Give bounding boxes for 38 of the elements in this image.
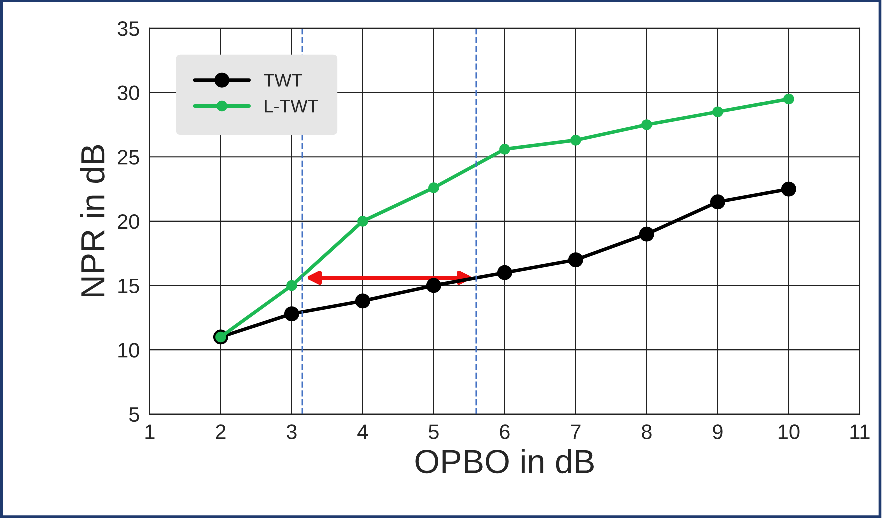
y-tick-label: 25: [118, 150, 140, 165]
point: [568, 252, 584, 268]
y-tick-label: 30: [118, 86, 140, 101]
x-tick-label: 11: [850, 424, 870, 440]
point: [639, 226, 654, 242]
x-tick-label: 10: [778, 424, 800, 440]
y-tick-label: 15: [118, 278, 140, 294]
y-tick-label: 20: [118, 214, 140, 230]
x-tick-label: 2: [216, 424, 226, 440]
point: [500, 144, 510, 155]
x-tick-label: 4: [358, 424, 368, 440]
point: [710, 194, 726, 210]
x-tick-label: 7: [571, 424, 581, 440]
point: [642, 120, 652, 130]
x-axis-title: OPBO in dB: [416, 449, 594, 474]
point: [286, 280, 298, 292]
legend-label: L-TWT: [265, 100, 318, 113]
point: [781, 182, 796, 197]
x-tick-label: 6: [500, 424, 510, 440]
point: [428, 182, 440, 194]
point: [358, 216, 368, 227]
point: [712, 106, 724, 118]
legend-label: TWT: [264, 74, 302, 87]
point: [497, 265, 512, 280]
point: [426, 278, 442, 294]
x-tick-label: 8: [642, 424, 652, 440]
point: [570, 135, 582, 146]
point: [284, 306, 300, 322]
x-tick-label: 1: [146, 424, 155, 440]
y-axis-title: NPR in dB: [80, 145, 105, 297]
point: [784, 94, 794, 105]
y-tick-label: 10: [118, 343, 140, 358]
x-tick-label: 3: [286, 424, 297, 440]
x-tick-label: 9: [713, 424, 723, 440]
y-tick-label: 5: [129, 408, 140, 422]
point: [355, 294, 370, 309]
x-tick-label: 5: [428, 424, 439, 440]
y-tick-label: 35: [118, 21, 140, 36]
